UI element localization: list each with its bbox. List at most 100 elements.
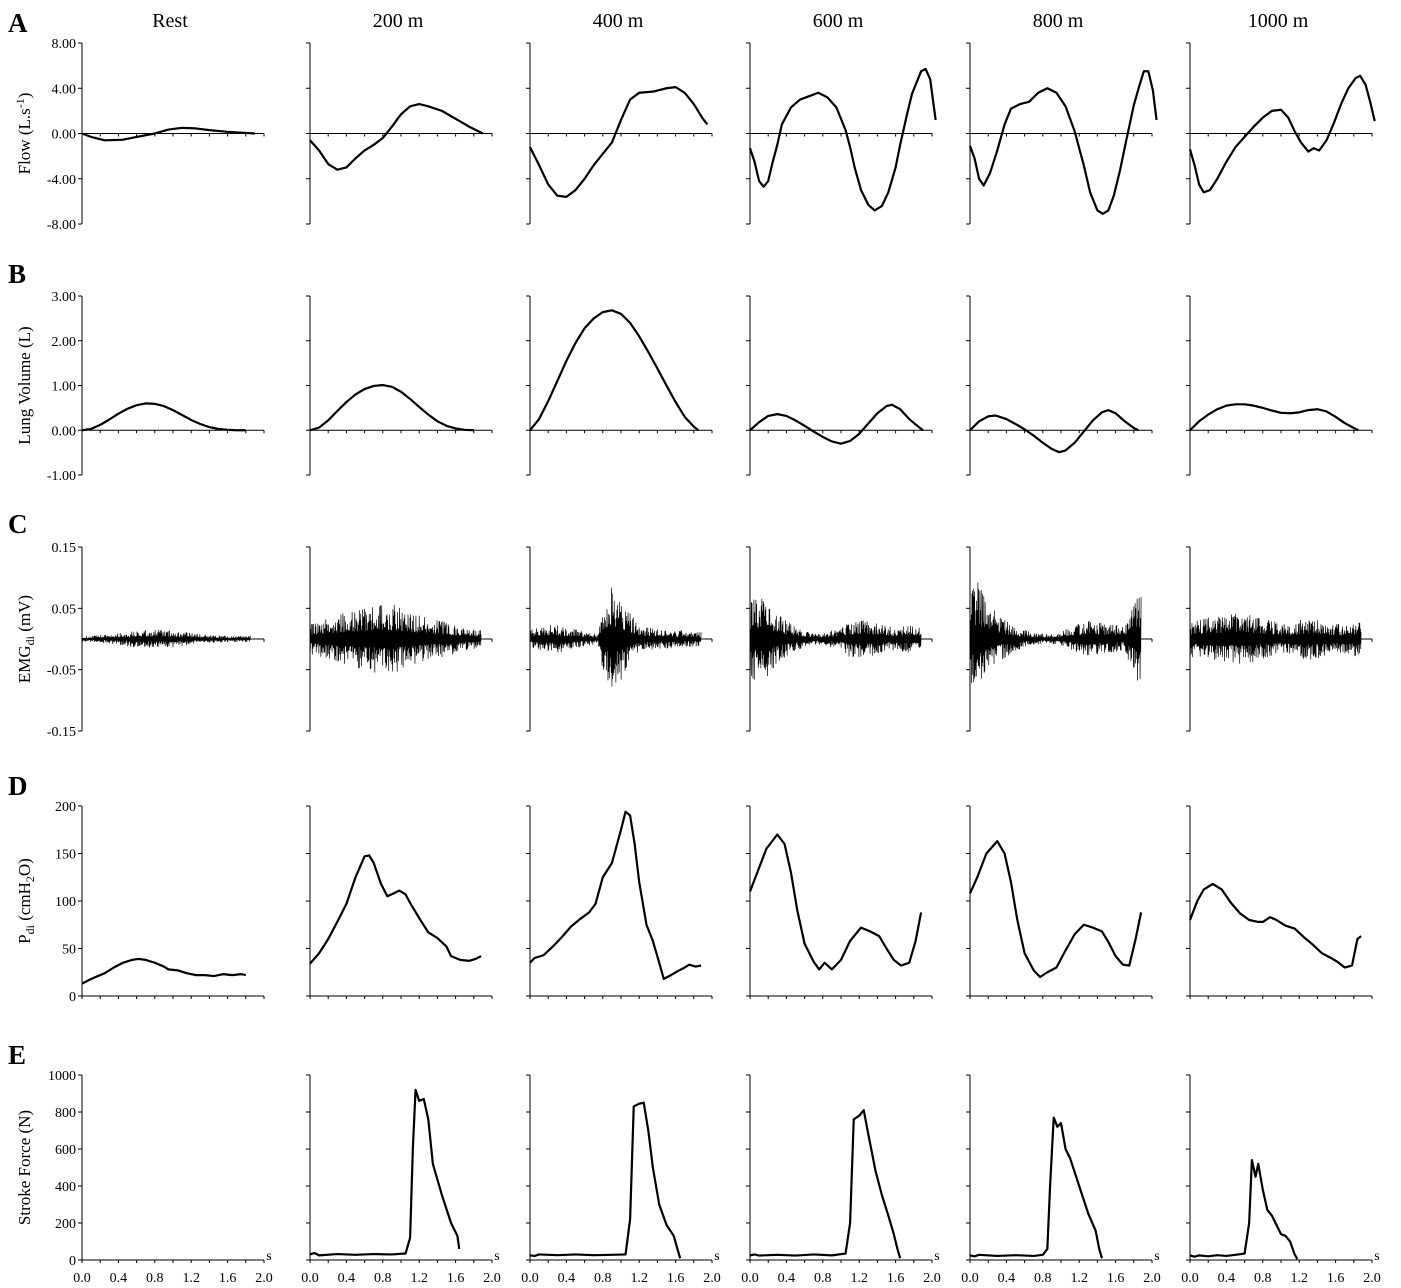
emg-trace — [969, 582, 1142, 684]
y-axis-label-part: (mV) — [15, 595, 34, 636]
subplot-e-4: 0.0 0.4 0.8 1.2 1.6 2.0 s — [961, 1074, 1161, 1286]
subplot-c-4 — [966, 546, 1153, 732]
series-line — [749, 1109, 902, 1259]
column-title: 1000 m — [1248, 10, 1309, 32]
x-tick-label: 0.4 — [338, 1271, 356, 1286]
y-tick-label: 8.00 — [52, 37, 77, 52]
y-tick-label: 100 — [55, 895, 76, 910]
x-tick-label: 0.0 — [961, 1271, 979, 1286]
subplot-e-5: 0.0 0.4 0.8 1.2 1.6 2.0 s — [1181, 1074, 1381, 1286]
subplot-c-1 — [306, 546, 493, 732]
y-tick-label: 0.00 — [52, 128, 77, 143]
x-tick-label: 1.2 — [1290, 1271, 1308, 1286]
subplot-b-5 — [1186, 295, 1373, 476]
x-tick-label: 0.0 — [73, 1271, 91, 1286]
x-tick-label: 0.0 — [301, 1271, 319, 1286]
subplot-a-5 — [1186, 42, 1376, 225]
subplot-a-1 — [306, 42, 493, 225]
x-tick-label: 1.6 — [447, 1271, 465, 1286]
subplot-b-4 — [966, 295, 1153, 476]
x-axis-unit: s — [494, 1249, 499, 1264]
y-tick-label: -0.05 — [47, 664, 76, 679]
subplot-d-0: 200 150 100 50 0 — [55, 800, 265, 1005]
column-title: 800 m — [1033, 10, 1084, 32]
series-line — [81, 126, 255, 142]
x-tick-label: 1.6 — [887, 1271, 905, 1286]
panel-e: E Stroke Force (N) 1000 800 600 400 200 0 0.0 0.4… — [8, 1040, 1381, 1286]
x-tick-label: 2.0 — [923, 1271, 941, 1286]
subplot-b-1 — [306, 295, 493, 476]
y-tick-label: 1.00 — [52, 380, 77, 395]
series-line — [969, 1116, 1104, 1259]
y-axis-label-part: di — [23, 635, 37, 645]
series-line — [748, 833, 923, 971]
x-tick-label: 2.0 — [483, 1271, 501, 1286]
y-tick-label: -1.00 — [47, 469, 76, 484]
y-tick-label: -8.00 — [47, 218, 76, 233]
series-line — [309, 383, 474, 432]
x-tick-label: 0.4 — [1218, 1271, 1236, 1286]
subplot-d-3 — [746, 805, 933, 999]
x-tick-label: 0.4 — [558, 1271, 576, 1286]
x-tick-label: 0.4 — [110, 1271, 128, 1286]
x-tick-label: 0.4 — [998, 1271, 1016, 1286]
panel-letter: C — [8, 509, 28, 539]
y-axis-label-part: EMG — [15, 645, 34, 683]
subplot-d-1 — [306, 805, 493, 999]
y-axis-label-part: -1 — [13, 98, 27, 108]
column-titles: Rest 200 m 400 m 600 m 800 m 1000 m — [152, 10, 1309, 32]
y-axis-label: Stroke Force (N) — [15, 1110, 34, 1225]
series-line — [1189, 1159, 1299, 1260]
panel-letter: D — [8, 771, 28, 801]
y-tick-label: 0 — [69, 1254, 76, 1269]
x-tick-label: 0.8 — [374, 1271, 392, 1286]
panel-letter: B — [8, 259, 26, 289]
x-axis-unit: s — [934, 1249, 939, 1264]
series-line — [1188, 74, 1376, 194]
x-tick-label: 0.8 — [146, 1271, 164, 1286]
series-line — [529, 86, 709, 198]
column-title: 200 m — [373, 10, 424, 32]
x-tick-label: 1.6 — [1327, 1271, 1345, 1286]
series-line — [81, 957, 247, 985]
y-axis-label-part: 2 — [23, 876, 37, 882]
x-tick-label: 1.6 — [219, 1271, 237, 1286]
y-tick-label: -4.00 — [47, 173, 76, 188]
y-tick-label: 600 — [55, 1143, 76, 1158]
panel-letter: A — [8, 8, 28, 38]
subplot-e-1: 0.0 0.4 0.8 1.2 1.6 2.0 s — [301, 1074, 501, 1286]
y-axis-label-part: O) — [15, 858, 34, 876]
y-axis-label: Pdi (cmH2O) — [15, 858, 37, 944]
emg-trace — [749, 598, 922, 680]
subplot-c-2 — [526, 546, 713, 732]
series-line — [309, 102, 484, 171]
column-title: 400 m — [593, 10, 644, 32]
subplot-b-3 — [746, 295, 933, 476]
series-line — [1188, 882, 1362, 969]
x-tick-label: 1.6 — [1107, 1271, 1125, 1286]
y-tick-label: 1000 — [48, 1069, 76, 1084]
y-tick-label: 0.15 — [52, 541, 77, 556]
subplot-e-2: 0.0 0.4 0.8 1.2 1.6 2.0 s — [521, 1074, 721, 1286]
x-tick-label: 2.0 — [1143, 1271, 1161, 1286]
series-line — [529, 810, 702, 980]
series-line — [1189, 403, 1359, 432]
subplot-d-5 — [1186, 805, 1373, 999]
x-tick-label: 2.0 — [1363, 1271, 1381, 1286]
x-axis-unit: s — [266, 1249, 271, 1264]
y-axis-label-part: Flow (L.s — [15, 108, 34, 174]
x-tick-label: 2.0 — [703, 1271, 721, 1286]
column-title: Rest — [152, 10, 188, 32]
series-line — [749, 403, 924, 445]
x-tick-label: 0.0 — [741, 1271, 759, 1286]
y-axis-label-part: (cmH — [15, 882, 34, 925]
series-line — [748, 67, 937, 212]
x-axis-unit: s — [714, 1249, 719, 1264]
y-tick-label: 0 — [69, 990, 76, 1005]
panel-a: A Flow (L.s-1) 8.00 4.00 0.00 -4.00 -8.00 — [8, 8, 1376, 233]
subplot-c-5 — [1186, 546, 1373, 732]
y-axis-label-part: di — [23, 924, 37, 934]
panel-letter: E — [8, 1040, 26, 1070]
y-tick-label: 800 — [55, 1106, 76, 1121]
